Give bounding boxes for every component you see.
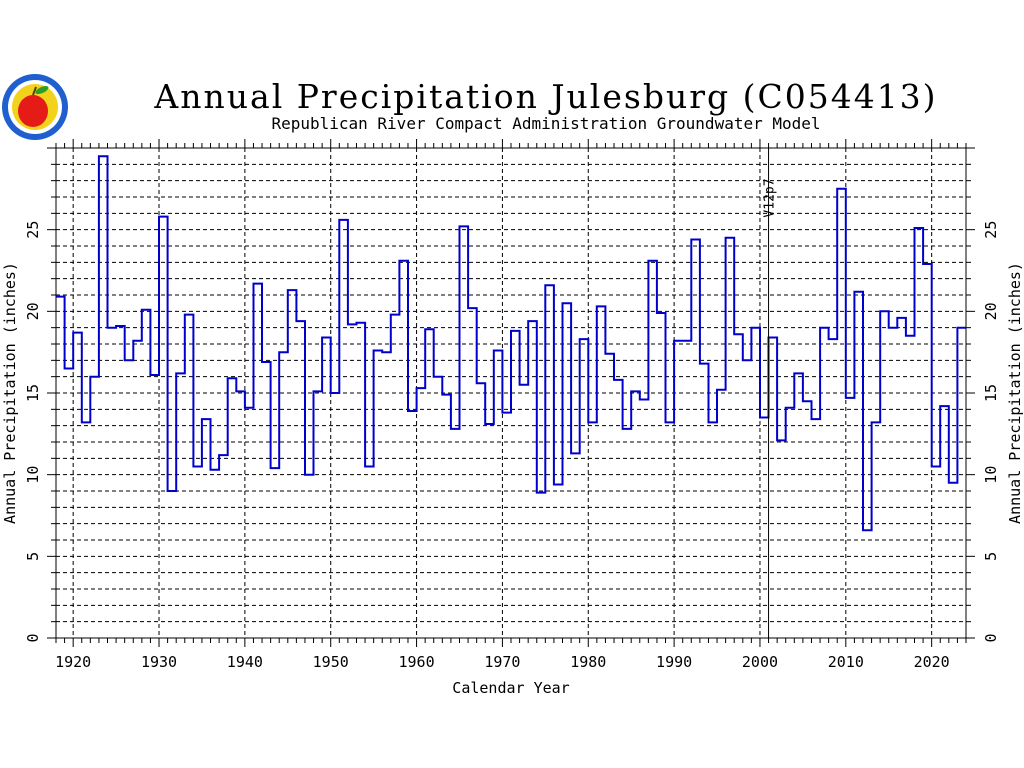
y-tick-label-left: 25 [24, 221, 42, 239]
x-tick-label: 2000 [742, 653, 778, 671]
y-tick-label-left: 15 [24, 384, 42, 402]
chart-subtitle: Republican River Compact Administration … [271, 114, 820, 133]
x-tick-label: 1930 [141, 653, 177, 671]
axis-ticks [47, 139, 975, 647]
x-tick-label: 1980 [570, 653, 606, 671]
x-tick-label: 2010 [828, 653, 864, 671]
x-tick-label: 1950 [313, 653, 349, 671]
apple-seal-icon [2, 74, 68, 140]
series-line [56, 155, 966, 532]
x-tick-label: 1940 [227, 653, 263, 671]
x-tick-label: 1920 [55, 653, 91, 671]
y-tick-labels-right: 0 5 10 15 20 25 [982, 221, 1000, 643]
series-group [56, 155, 966, 532]
y-tick-label-left: 5 [24, 552, 42, 561]
y-tick-label-right: 5 [982, 552, 1000, 561]
x-tick-label: 1960 [399, 653, 435, 671]
x-tick-label: 1990 [656, 653, 692, 671]
y-axis-label-left: Annual Precipitation (inches) [1, 262, 19, 524]
chart-title: Annual Precipitation Julesburg (C054413) [153, 77, 937, 116]
y-tick-label-right: 25 [982, 221, 1000, 239]
y-tick-label-left: 20 [24, 302, 42, 320]
y-tick-labels-left: 0 5 10 15 20 25 [24, 221, 42, 643]
x-tick-labels: 1920 1930 1940 1950 1960 1970 1980 1990 2000 2010… [55, 653, 950, 671]
y-tick-label-left: 10 [24, 466, 42, 484]
annotation-label: V12p7 [763, 178, 778, 217]
y-tick-label-left: 0 [24, 633, 42, 642]
y-tick-label-right: 20 [982, 302, 1000, 320]
y-axis-label-right: Annual Precipitation (inches) [1006, 262, 1024, 524]
y-tick-label-right: 15 [982, 384, 1000, 402]
x-axis-label: Calendar Year [452, 679, 569, 697]
y-tick-label-right: 10 [982, 466, 1000, 484]
x-tick-label: 2020 [914, 653, 950, 671]
x-tick-label: 1970 [484, 653, 520, 671]
y-tick-label-right: 0 [982, 633, 1000, 642]
